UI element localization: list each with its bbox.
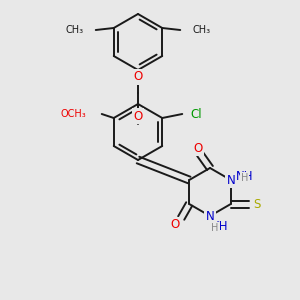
Text: N: N [206,209,214,223]
Text: H: H [241,173,248,183]
Text: N: N [226,173,235,187]
Text: O: O [171,218,180,232]
Text: O: O [134,110,142,122]
Text: S: S [253,197,260,211]
Text: OCH₃: OCH₃ [60,109,86,119]
Text: O: O [194,142,202,154]
Text: Cl: Cl [190,107,202,121]
Text: CH₃: CH₃ [66,25,84,35]
Text: NH: NH [236,170,254,184]
Text: NH: NH [211,220,229,232]
Text: CH₃: CH₃ [192,25,210,35]
Text: O: O [134,70,142,83]
Text: H: H [211,223,219,233]
